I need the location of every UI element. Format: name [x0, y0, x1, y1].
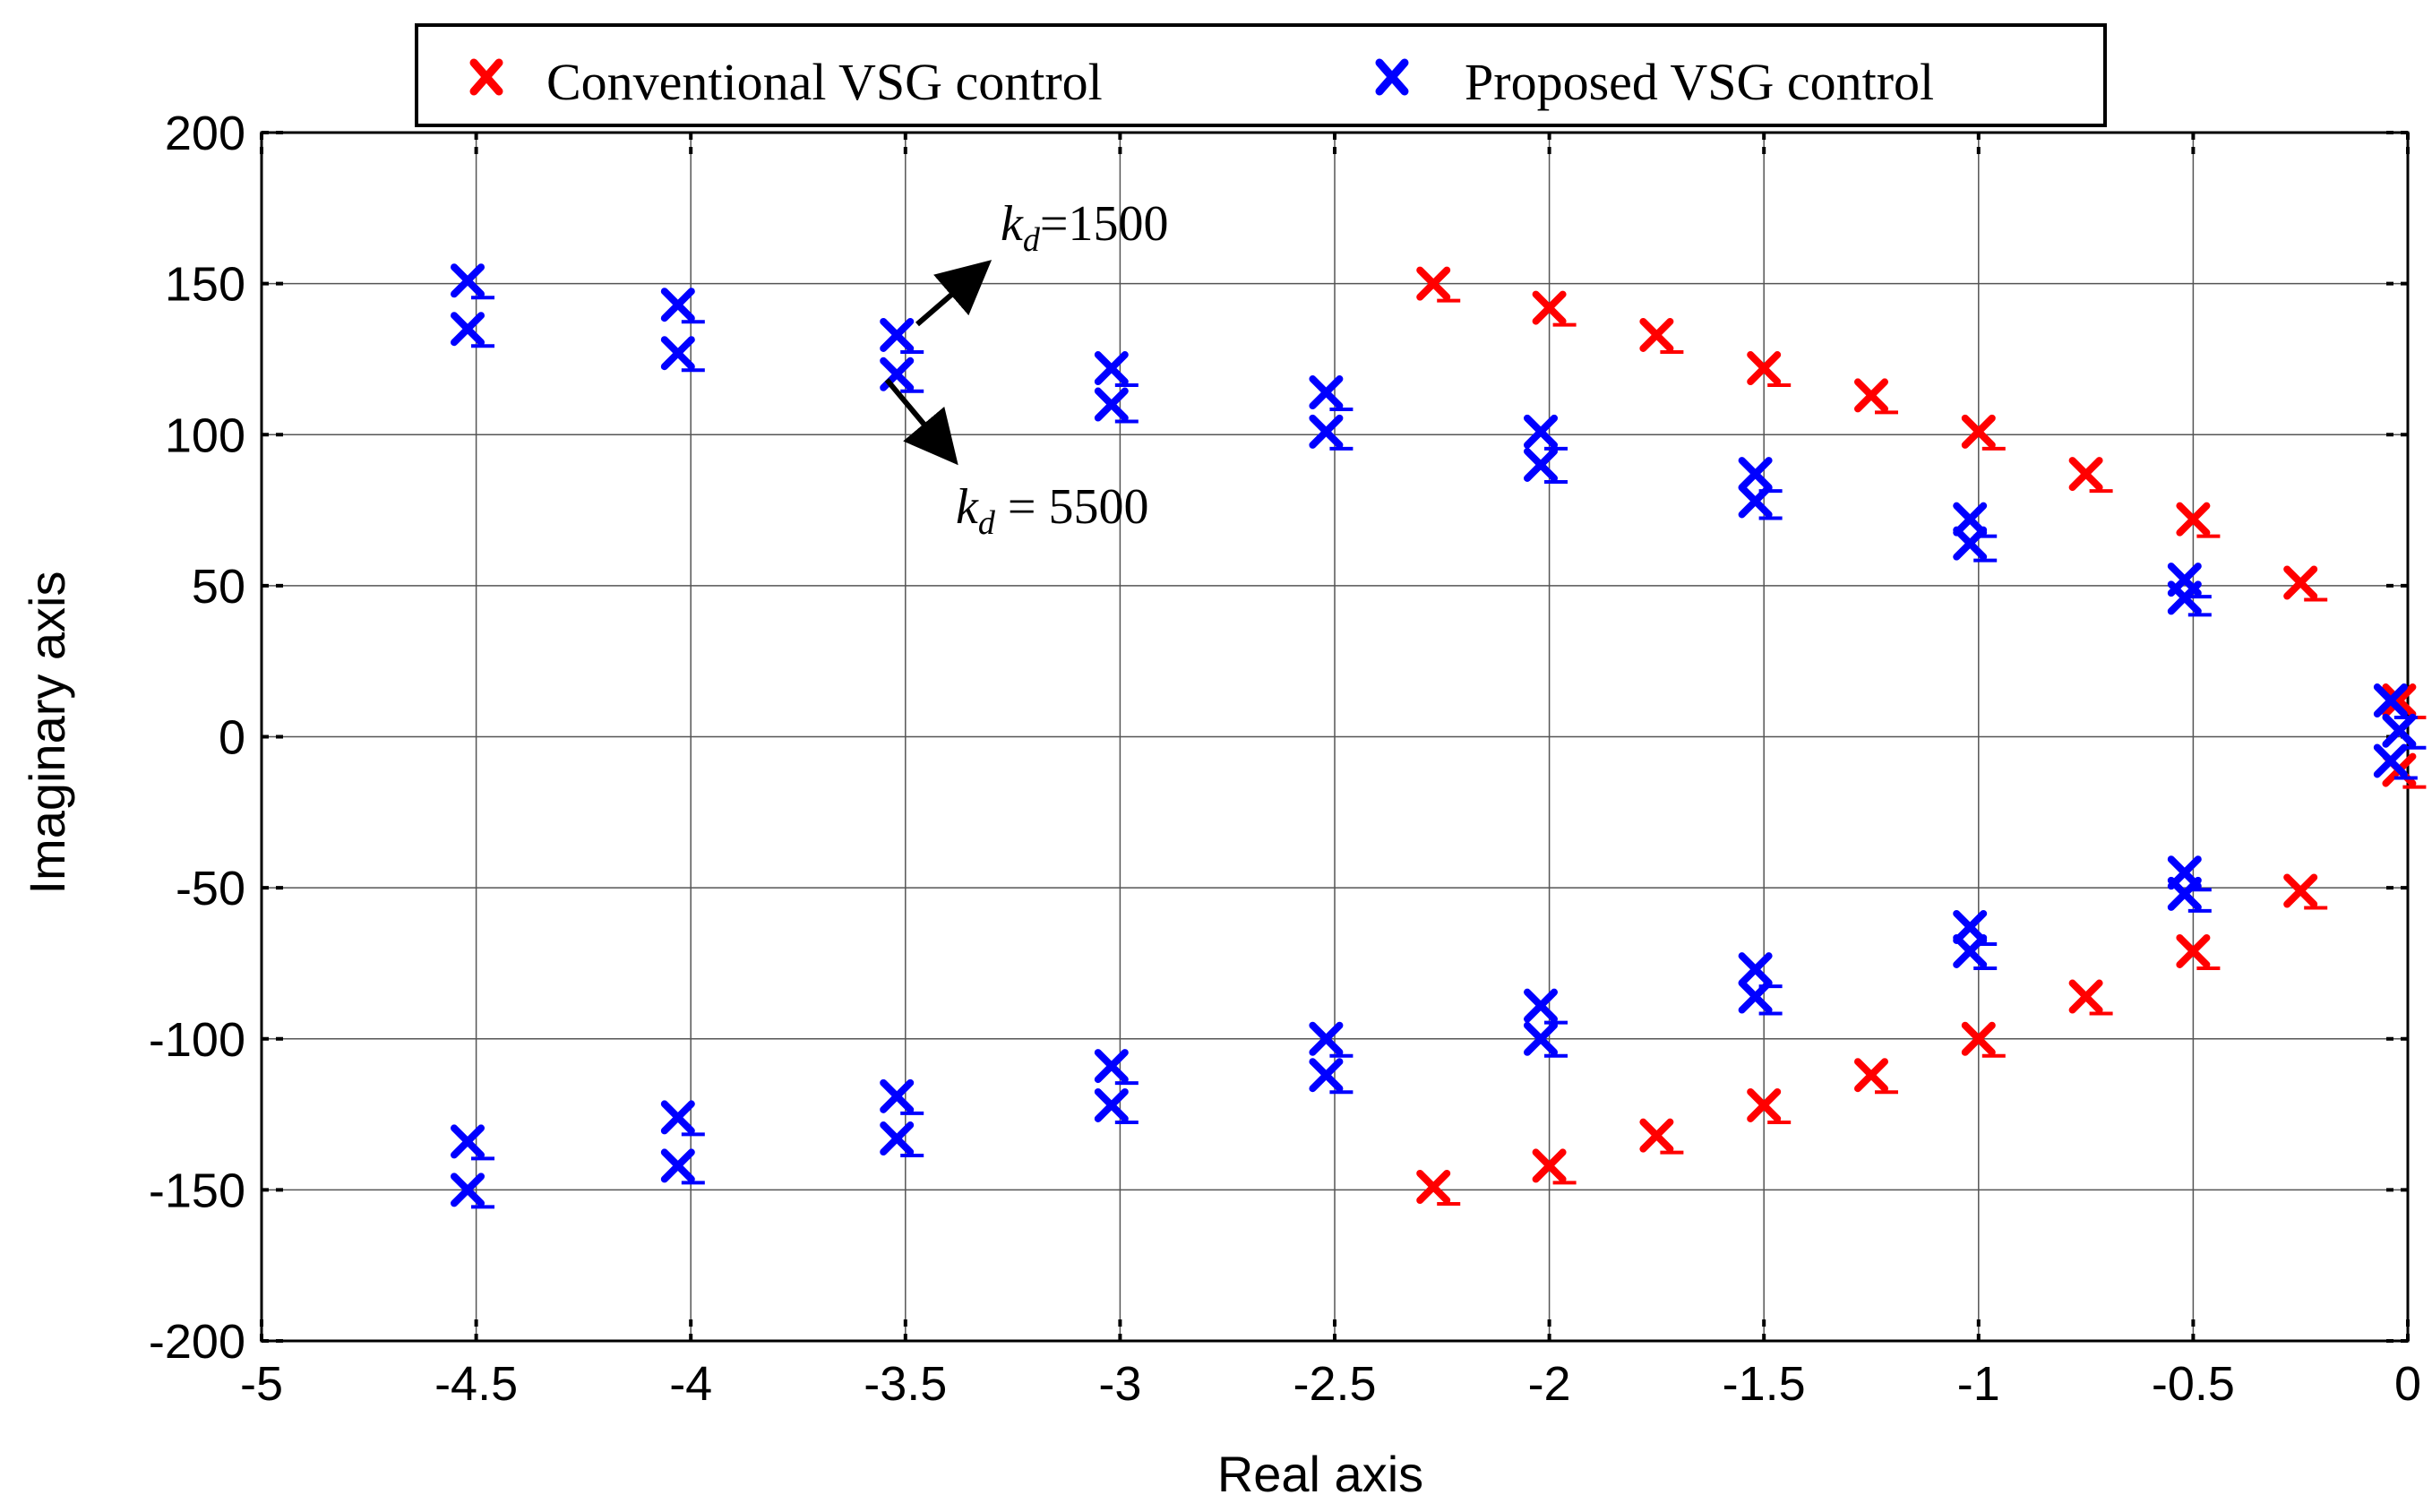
marker-proposed-25	[1738, 952, 1783, 989]
y-tick-labels: 200 150 100 50 0 -50 -100 -150 -200	[149, 107, 245, 1369]
x-tick-label-2: -4	[669, 1357, 712, 1411]
marker-proposed-2	[660, 288, 705, 324]
marker-proposed-30	[1309, 1058, 1353, 1095]
legend-label-proposed: Proposed VSG control	[1465, 53, 1934, 111]
x-tick-label-6: -2	[1528, 1357, 1571, 1411]
marker-proposed-28	[1524, 1021, 1568, 1058]
marker-proposed-32	[1094, 1087, 1139, 1124]
marker-conventional-6	[2068, 457, 2113, 494]
marker-conventional-13	[2068, 979, 2113, 1016]
x-tick-label-4: -3	[1098, 1357, 1141, 1411]
y-tick-label-1: 150	[165, 258, 245, 312]
x-tick-label-7: -1.5	[1723, 1357, 1806, 1411]
annotation-kd5500-value: = 5500	[995, 479, 1149, 535]
y-axis-label: Imaginary axis	[19, 571, 75, 894]
legend-marker-conventional	[469, 58, 503, 96]
x-tick-labels: -5 -4.5 -4 -3.5 -3 -2.5 -2 -1.5 -1 -0.5 0	[240, 1357, 2421, 1411]
marker-proposed-26	[1738, 979, 1783, 1016]
marker-proposed-37	[451, 1124, 495, 1161]
marker-proposed-1	[451, 312, 495, 348]
marker-proposed-34	[880, 1121, 924, 1158]
marker-conventional-15	[1854, 1058, 1898, 1095]
marker-proposed-35	[660, 1100, 705, 1137]
marker-conventional-17	[1639, 1118, 1684, 1155]
marker-proposed-10	[1524, 414, 1568, 451]
marker-proposed-12	[1738, 457, 1783, 494]
legend: Conventional VSG control Proposed VSG co…	[415, 23, 2107, 127]
legend-box	[415, 23, 2107, 127]
marker-proposed-13	[1738, 484, 1783, 520]
y-tick-label-5: -50	[176, 862, 245, 915]
y-tick-label-7: -150	[149, 1164, 245, 1217]
marker-proposed-4	[880, 317, 924, 354]
marker-conventional-18	[1532, 1148, 1577, 1185]
marker-conventional-14	[1961, 1021, 2006, 1058]
marker-proposed-0	[451, 263, 495, 300]
annotation-arrow-kd5500	[884, 378, 958, 466]
grid-lines	[261, 132, 2409, 1342]
marker-conventional-7	[2176, 502, 2221, 538]
marker-proposed-22	[2167, 876, 2212, 913]
marker-conventional-3	[1747, 351, 1792, 388]
y-tick-label-3: 50	[192, 560, 245, 614]
x-tick-label-1: -4.5	[434, 1357, 518, 1411]
annotation-kd5500-sub: d	[978, 504, 996, 542]
annotation-kd5500-k: k	[956, 479, 979, 535]
marker-proposed-36	[660, 1148, 705, 1185]
marker-conventional-16	[1747, 1087, 1792, 1124]
annotation-kd1500-k: k	[1001, 196, 1024, 252]
marker-proposed-9	[1309, 414, 1353, 451]
marker-conventional-4	[1854, 378, 1898, 415]
marker-proposed-38	[451, 1173, 495, 1209]
x-tick-label-3: -3.5	[864, 1357, 947, 1411]
legend-label-conventional: Conventional VSG control	[546, 53, 1103, 111]
marker-conventional-8	[2283, 565, 2328, 602]
y-tick-label-8: -200	[149, 1315, 245, 1369]
x-tick-label-0: -5	[240, 1357, 283, 1411]
marker-proposed-6	[1094, 351, 1139, 388]
marker-proposed-11	[1524, 447, 1568, 484]
pole-markers	[451, 263, 2427, 1209]
marker-conventional-1	[1532, 290, 1577, 327]
marker-conventional-0	[1416, 266, 1461, 303]
marker-proposed-27	[1524, 988, 1568, 1025]
marker-proposed-20	[2373, 743, 2418, 780]
marker-proposed-8	[1309, 375, 1353, 412]
y-tick-label-4: 0	[219, 711, 245, 765]
marker-conventional-11	[2283, 873, 2328, 910]
y-tick-label-0: 200	[165, 107, 245, 160]
marker-proposed-7	[1094, 387, 1139, 424]
marker-conventional-19	[1416, 1170, 1461, 1207]
annotation-kd1500-sub: d	[1023, 221, 1041, 259]
marker-proposed-31	[1094, 1049, 1139, 1086]
annotation-kd1500-value: =1500	[1040, 196, 1169, 252]
x-tick-label-10: 0	[2394, 1357, 2421, 1411]
marker-proposed-33	[880, 1078, 924, 1115]
x-tick-label-8: -1	[1957, 1357, 2000, 1411]
marker-proposed-24	[1953, 933, 1998, 970]
annotation-kd5500: kd = 5500	[956, 479, 1148, 542]
marker-proposed-3	[660, 336, 705, 373]
annotation-arrow-kd1500	[915, 260, 993, 327]
marker-proposed-15	[1953, 526, 1998, 563]
x-tick-label-5: -2.5	[1293, 1357, 1376, 1411]
x-axis-label: Real axis	[1217, 1446, 1423, 1502]
marker-proposed-19	[2382, 713, 2427, 750]
marker-conventional-12	[2176, 933, 2221, 970]
marker-conventional-2	[1639, 317, 1684, 354]
y-tick-label-2: 100	[165, 408, 245, 462]
marker-proposed-29	[1309, 1021, 1353, 1058]
x-tick-label-9: -0.5	[2152, 1357, 2235, 1411]
y-tick-label-6: -100	[149, 1013, 245, 1067]
marker-conventional-5	[1961, 414, 2006, 451]
marker-proposed-17	[2167, 580, 2212, 617]
legend-marker-proposed	[1375, 58, 1409, 96]
annotation-kd1500: kd=1500	[1001, 196, 1168, 259]
annotations: kd=1500 kd = 5500	[884, 196, 1168, 542]
